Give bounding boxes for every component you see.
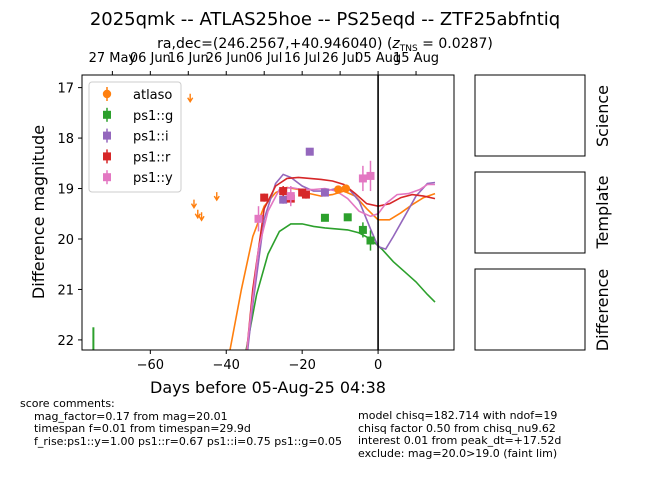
- model-curve-ps1--y: [246, 183, 435, 350]
- top-tick-label: 06 Jul: [246, 51, 282, 66]
- upper-limit-atlaso: [190, 199, 198, 209]
- point-ps1--r: [301, 190, 310, 199]
- x-tick-label: −40: [213, 358, 240, 373]
- point-ps1--g: [320, 213, 329, 222]
- point-ps1--g: [366, 236, 375, 245]
- x-axis-label: Days before 05-Aug-25 04:38: [150, 378, 386, 397]
- upper-limit-atlaso: [198, 212, 205, 222]
- top-tick-label: 16 Jun: [168, 51, 209, 66]
- model-curve-ps1--r: [246, 176, 436, 350]
- point-ps1--g: [358, 225, 367, 234]
- plot-frame: [81, 74, 455, 351]
- legend-marker: [102, 89, 112, 99]
- point-ps1--y: [286, 192, 295, 201]
- science-label: Science: [593, 85, 612, 147]
- model-comments: model chisq=182.714 with ndof=19 chisq f…: [358, 409, 562, 460]
- legend-label: ps1::g: [133, 109, 173, 124]
- upper-limit-atlaso: [213, 192, 220, 202]
- difference-label: Difference: [593, 269, 612, 351]
- legend-label: ps1::r: [133, 150, 171, 165]
- y-axis: 17 18 19 20 21 22: [57, 82, 82, 349]
- legend-marker: [103, 110, 111, 119]
- y-tick-label: 17: [57, 82, 74, 97]
- y-tick-label: 22: [57, 334, 74, 349]
- legend-label: ps1::i: [133, 130, 169, 145]
- top-tick-label: 15 Aug: [393, 51, 439, 66]
- score-comments: score comments: mag_factor=0.17 from mag…: [20, 397, 343, 448]
- template-label: Template: [593, 175, 612, 249]
- y-tick-label: 18: [57, 132, 74, 147]
- top-tick-label: 26 Jul: [322, 51, 358, 66]
- x-tick-label: −20: [288, 358, 315, 373]
- y-tick-label: 19: [57, 183, 74, 198]
- point-ps1--y: [358, 174, 367, 183]
- subtitle-z-symbol: z: [391, 36, 400, 52]
- y-tick-label: 20: [57, 233, 74, 248]
- x-tick-label: −60: [137, 358, 164, 373]
- subtitle-z-sub: TNS: [399, 44, 418, 54]
- x-tick-label: 0: [374, 358, 382, 373]
- data-marks: [92, 75, 379, 350]
- legend-box: [88, 81, 182, 193]
- template-panel: [474, 171, 586, 254]
- subtitle-coords: ra,dec=(246.2567,+40.946040) (: [157, 36, 392, 52]
- point-ps1--y: [254, 214, 263, 223]
- point-ps1--y: [366, 171, 375, 180]
- top-tick-label: 06 Jun: [130, 51, 171, 66]
- top-tick-label: 05 Aug: [355, 51, 401, 66]
- model-curve-ps1--g: [245, 223, 436, 350]
- point-ps1--i: [279, 195, 288, 204]
- legend-marker: [103, 131, 111, 140]
- science-panel: [474, 74, 586, 157]
- point-atlaso: [341, 184, 351, 193]
- point-ps1--r: [260, 193, 269, 202]
- x-axis: −60 −40 −20 0: [137, 350, 382, 373]
- point-ps1--i: [305, 147, 314, 156]
- upper-limit-atlaso: [187, 93, 194, 104]
- top-tick-label: 27 May: [89, 51, 137, 66]
- upper-limit-atlaso: [194, 209, 201, 220]
- difference-panel: [474, 268, 586, 351]
- y-tick-label: 21: [57, 283, 74, 298]
- top-tick-label: 16 Jul: [284, 51, 320, 66]
- legend-label: atlaso: [133, 88, 172, 103]
- legend-marker: [103, 152, 111, 161]
- legend-label: ps1::y: [133, 171, 173, 186]
- image-panels: Science Template Difference: [474, 74, 612, 351]
- model-curves: [229, 173, 436, 350]
- chart-subtitle: ra,dec=(246.2567,+40.946040) (zTNS = 0.0…: [157, 36, 493, 54]
- point-ps1--i: [320, 188, 329, 197]
- top-tick-label: 26 Jun: [206, 51, 247, 66]
- point-ps1--r: [279, 187, 288, 196]
- point-ps1--g: [343, 213, 352, 222]
- legend-marker: [103, 173, 111, 182]
- subtitle-z-value: = 0.0287): [418, 36, 493, 52]
- chart-title: 2025qmk -- ATLAS25hoe -- PS25eqd -- ZTF2…: [90, 9, 560, 30]
- point-atlaso: [334, 185, 343, 194]
- y-axis-label: Difference magnitude: [29, 125, 48, 299]
